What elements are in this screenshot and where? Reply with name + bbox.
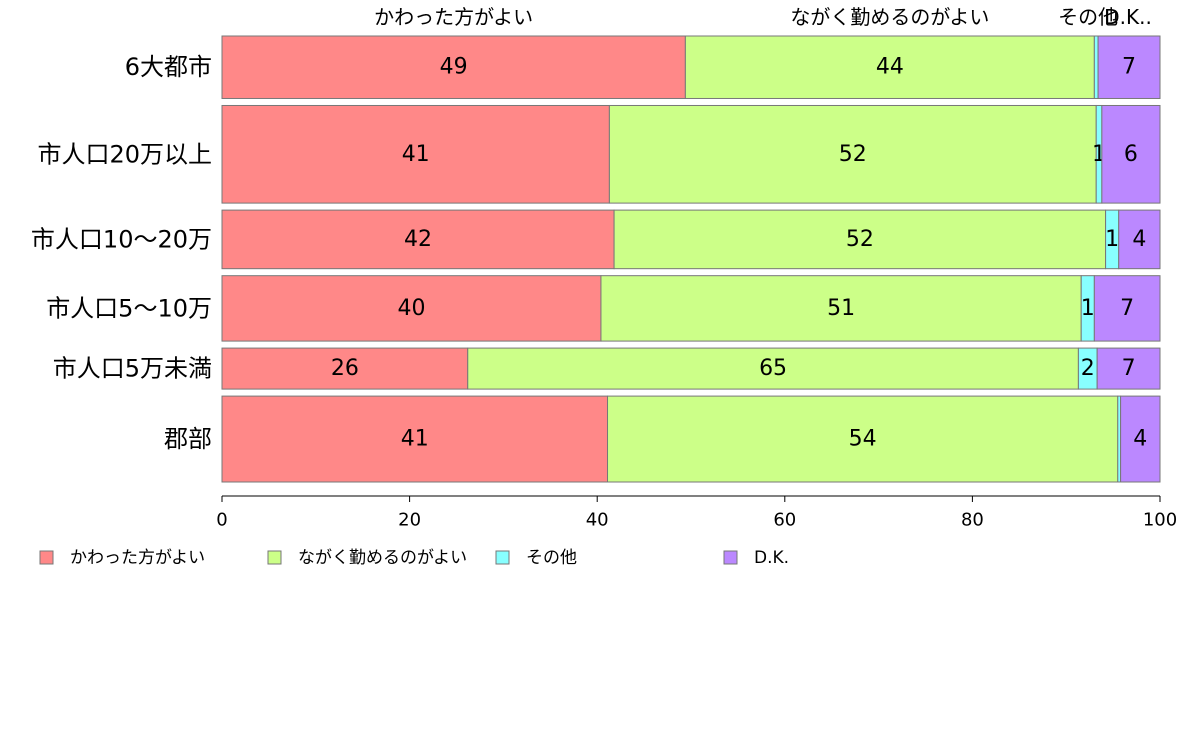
data-label: 4 — [1132, 227, 1146, 252]
bar-segment — [1118, 209, 1161, 270]
x-tick-label: 80 — [961, 510, 984, 531]
data-label: 65 — [759, 356, 787, 381]
bar-segment — [221, 104, 610, 204]
data-label: 52 — [839, 142, 867, 167]
legend-label: かわった方がよい — [70, 548, 205, 568]
category-label: 市人口5〜10万 — [46, 294, 212, 322]
legend-swatch — [39, 550, 54, 565]
data-label: 51 — [827, 296, 855, 321]
legend: かわった方がよい ながく勤めるのがよい その他 D.K. — [39, 548, 789, 568]
bar-segment — [1096, 347, 1161, 390]
bar-segment — [1120, 395, 1161, 483]
bar-segment — [221, 35, 686, 99]
legend-label: ながく勤めるのがよい — [298, 548, 467, 568]
data-label: 54 — [849, 427, 877, 452]
data-label: 1 — [1105, 227, 1119, 252]
x-tick-label: 20 — [398, 510, 421, 531]
category-label: 市人口5万未満 — [53, 355, 212, 383]
bar-segment — [221, 275, 602, 342]
x-axis: 0 20 40 60 80 100 — [216, 495, 1177, 531]
legend-swatch — [723, 550, 738, 565]
data-label: 41 — [402, 142, 430, 167]
category-label: 市人口20万以上 — [37, 140, 212, 168]
category-label: 市人口10〜20万 — [31, 225, 212, 253]
series-top-label: ながく勤めるのがよい — [790, 5, 989, 29]
data-label: 1 — [1081, 296, 1095, 321]
bar-segment — [1093, 275, 1161, 342]
x-tick-label: 0 — [216, 510, 227, 531]
bars: 49 44 741 52 1 642 52 1 440 51 1 726 65 2 741 54 4 — [221, 35, 1161, 483]
bar-segment — [221, 395, 609, 483]
bar-segment — [1101, 104, 1161, 204]
bar-segment — [467, 347, 1079, 390]
legend-swatch — [495, 550, 510, 565]
bar-segment — [1093, 35, 1099, 99]
x-tick-label: 100 — [1143, 510, 1177, 531]
data-label: 7 — [1122, 356, 1136, 381]
x-tick-label: 40 — [586, 510, 609, 531]
data-label: 6 — [1124, 142, 1138, 167]
x-tick-label: 60 — [773, 510, 796, 531]
series-top-label: その他 — [1058, 5, 1118, 29]
bar-segment — [607, 395, 1119, 483]
bar-segment — [684, 35, 1095, 99]
bar-segment — [221, 209, 615, 270]
bar-segment — [1097, 35, 1161, 99]
bar-segment — [613, 209, 1107, 270]
bar-segment — [221, 347, 469, 390]
series-top-label: かわった方がよい — [374, 5, 533, 29]
data-label: 42 — [404, 227, 432, 252]
data-label: 52 — [846, 227, 874, 252]
data-label: 2 — [1081, 356, 1095, 381]
bar-segment — [608, 104, 1097, 204]
data-label: 26 — [331, 356, 359, 381]
data-label: 7 — [1120, 296, 1134, 321]
data-label: 49 — [440, 55, 468, 80]
legend-swatch — [267, 550, 282, 565]
data-label: 40 — [397, 296, 425, 321]
category-label: 6大都市 — [125, 53, 212, 81]
data-label: 44 — [876, 55, 904, 80]
data-label: 41 — [401, 427, 429, 452]
legend-label: D.K. — [754, 548, 789, 568]
category-label: 郡部 — [164, 425, 212, 453]
legend-label: その他 — [526, 548, 577, 568]
data-label: 4 — [1133, 427, 1147, 452]
data-label: 7 — [1122, 55, 1136, 80]
series-top-label: D.K.. — [1104, 5, 1152, 29]
